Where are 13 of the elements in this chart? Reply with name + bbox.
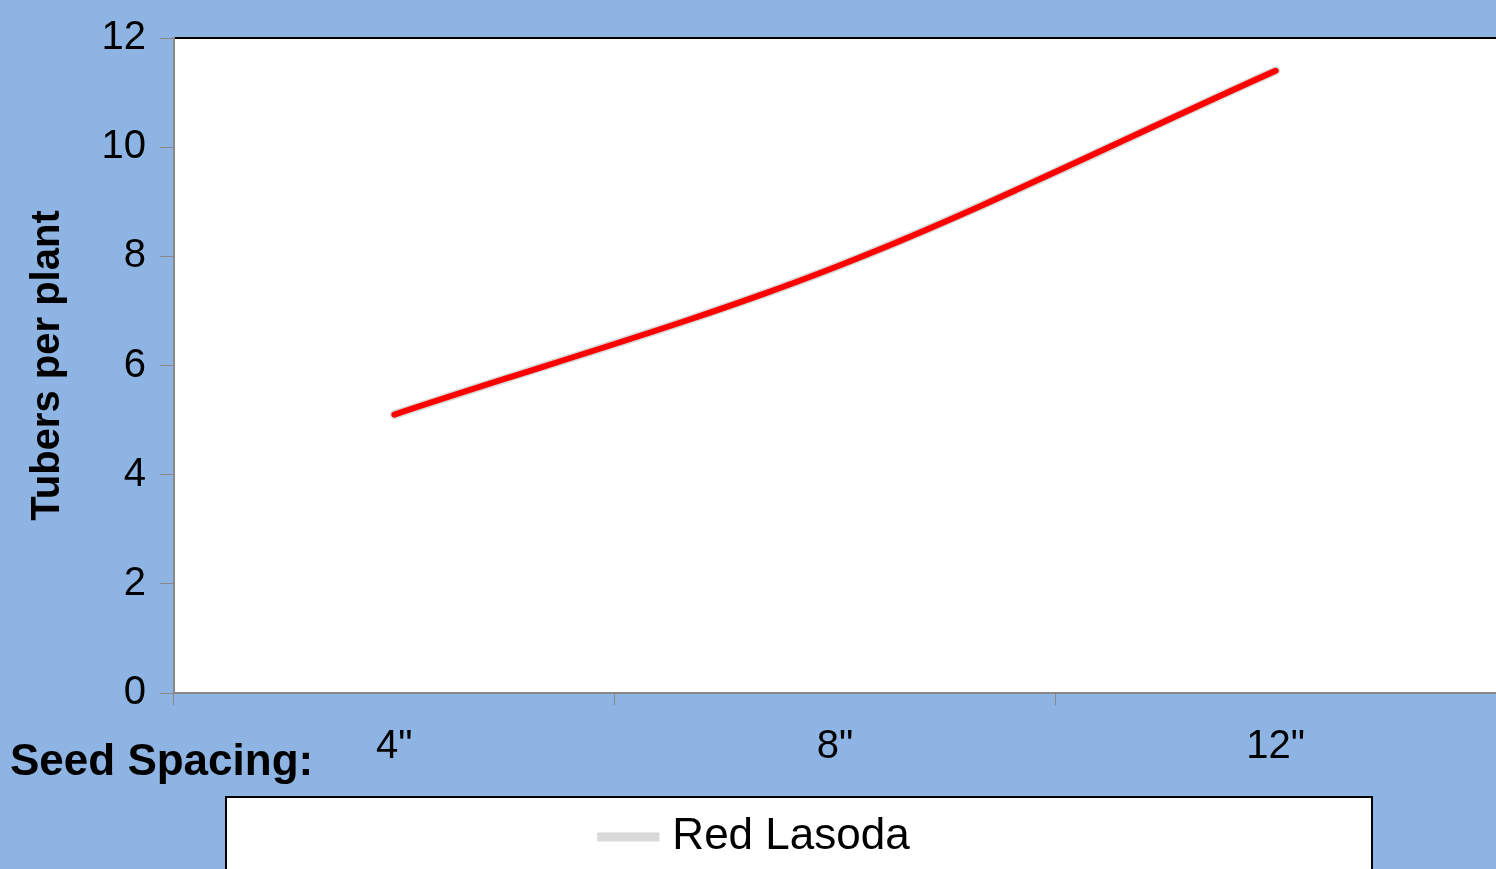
x-tick-label: 4" [376,722,413,767]
y-tick-label: 8 [123,231,146,276]
y-tick-label: 6 [123,340,146,385]
x-tick-label: 12" [1246,722,1306,767]
y-tick-label: 10 [101,122,146,167]
legend-label: Red Lasoda [672,809,911,859]
y-axis-title: Tubers per plant [23,210,68,521]
y-tick-label: 4 [123,449,146,494]
y-tick-label: 2 [123,558,146,603]
y-tick-label: 12 [101,13,146,58]
x-tick-label: 8" [816,722,854,767]
x-axis-title: Seed Spacing: [10,735,314,785]
y-tick-label: 0 [123,668,146,713]
